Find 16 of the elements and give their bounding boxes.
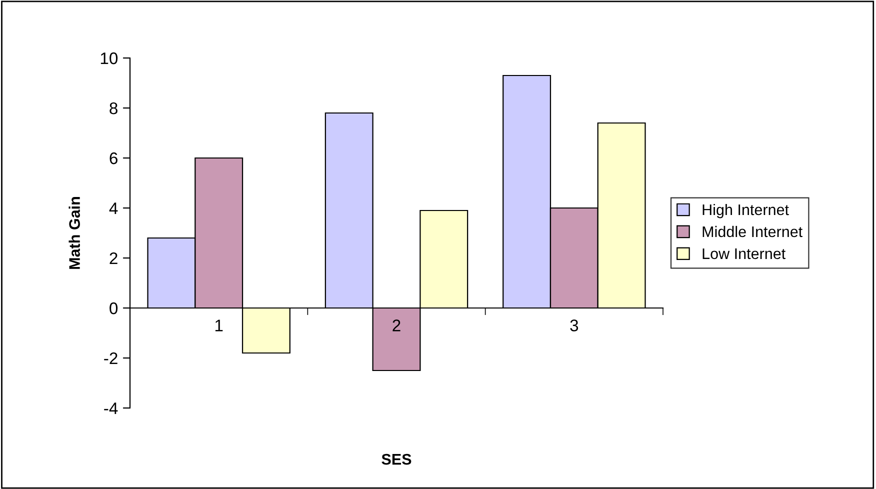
- legend-label: High Internet: [702, 204, 789, 218]
- y-axis-title: Math Gain: [68, 197, 80, 269]
- legend-label: Low Internet: [702, 248, 786, 260]
- x-tick-label: 1: [215, 320, 223, 332]
- x-axis-title: SES: [382, 454, 412, 465]
- y-tick-label: -2: [104, 352, 118, 364]
- y-tick-label: 4: [109, 202, 118, 214]
- y-tick-label: 6: [110, 152, 118, 164]
- y-tick-label: -4: [104, 402, 118, 414]
- legend-label: Middle Internet: [702, 226, 802, 238]
- y-tick-label: 8: [110, 102, 118, 114]
- y-tick-label: 10: [100, 52, 118, 64]
- x-tick-label: 2: [392, 320, 400, 332]
- y-tick-label: 0: [110, 302, 118, 314]
- y-tick-label: 2: [110, 252, 118, 264]
- x-tick-label: 3: [570, 320, 578, 332]
